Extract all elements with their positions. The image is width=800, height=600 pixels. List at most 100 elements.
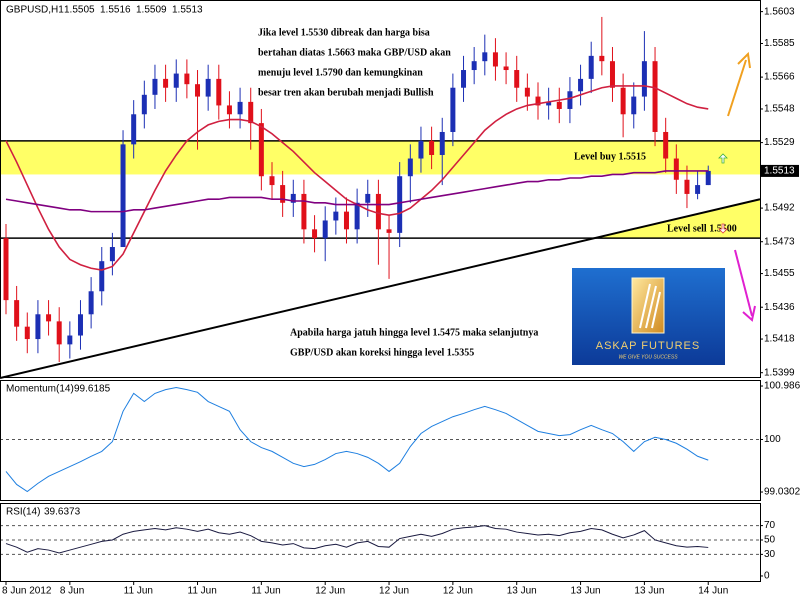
zone — [1, 140, 760, 175]
candle-body — [333, 211, 339, 221]
sell-marker — [718, 223, 728, 234]
candle-body — [471, 61, 477, 71]
forecast-arrows — [718, 51, 756, 322]
annotation: menuju level 1.5790 dan kemungkinan — [258, 67, 423, 78]
logo-name: ASKAP FUTURES — [596, 340, 701, 352]
y-tick-label: 1.5585 — [764, 38, 795, 49]
x-tick-label: 14 Jun — [698, 586, 728, 597]
candle-body — [354, 202, 360, 230]
candle-body — [578, 78, 584, 92]
candle-body — [407, 158, 413, 177]
y-tick-label: 99.0302 — [764, 487, 800, 498]
x-tick-label: 12 Jun — [315, 586, 345, 597]
y-tick-label: 1.5455 — [764, 268, 795, 279]
candle-body — [620, 87, 626, 115]
candle-body — [524, 87, 530, 97]
buy-marker — [718, 153, 728, 164]
logo-tagline: WE GIVE YOU SUCCESS — [618, 354, 678, 360]
y-tick-label: 1.5436 — [764, 302, 795, 313]
trend-line — [0, 198, 761, 379]
candle-body — [226, 105, 232, 115]
y-tick-label: 1.5399 — [764, 367, 795, 378]
up-arrow — [727, 59, 747, 117]
candle-body — [184, 73, 190, 85]
x-tick-label: 13 Jun — [507, 586, 537, 597]
current-price: 1.5513 — [764, 166, 795, 177]
y-tick-label: 1.5566 — [764, 72, 795, 83]
candle-body — [641, 61, 647, 97]
logo: ASKAP FUTURES WE GIVE YOU SUCCESS — [572, 268, 725, 365]
logo-icon-stripes — [639, 283, 661, 329]
candle-body — [3, 238, 9, 301]
candle-body — [237, 101, 243, 115]
candle-body — [695, 185, 701, 194]
candle-body — [99, 261, 105, 292]
candle-body — [205, 78, 211, 97]
indicator-title: Momentum(14) — [6, 384, 74, 395]
indicator-line — [5, 525, 709, 554]
candle-body — [35, 314, 41, 340]
candle-body — [418, 140, 424, 159]
candle-body — [56, 321, 62, 345]
ohlc-value: 1.5513 — [172, 5, 203, 16]
indicator-value: 99.6185 — [74, 384, 111, 395]
indicator-title: RSI(14) — [6, 507, 40, 518]
candle-body — [24, 326, 30, 340]
annotation: Apabila harga jatuh hingga level 1.5475 … — [290, 327, 538, 338]
y-tick-label: 50 — [764, 535, 776, 546]
x-tick-label: 12 Jun — [443, 586, 473, 597]
candle-body — [14, 300, 20, 327]
candle-body — [152, 78, 158, 95]
x-tick-label: 13 Jun — [571, 586, 601, 597]
price-box — [761, 164, 799, 177]
candle-body — [109, 247, 115, 262]
y-tick-label: 0 — [764, 571, 770, 582]
moving-average — [5, 170, 709, 213]
level-label: Level sell 1.5500 — [667, 223, 737, 234]
candle-body — [684, 179, 690, 194]
candle-body — [461, 70, 467, 88]
x-tick-label: 11 Jun — [188, 586, 217, 597]
candle-body — [652, 61, 658, 132]
y-tick-label: 70 — [764, 520, 776, 531]
candle-body — [280, 185, 286, 203]
candle-body — [429, 140, 435, 155]
x-tick-label: 13 Jun — [634, 586, 664, 597]
candle-body — [546, 101, 552, 106]
candle-body — [163, 78, 169, 88]
candle-body — [312, 229, 318, 239]
momentum-panel — [0, 380, 761, 501]
y-tick-label: 1.5548 — [764, 104, 795, 115]
indicator-line — [5, 386, 709, 493]
candle-body — [705, 170, 711, 186]
candle-body — [599, 55, 605, 62]
candle-body — [514, 70, 520, 88]
candle-body — [397, 176, 403, 233]
ohlc-value: 1.5516 — [100, 5, 131, 16]
logo-icon — [631, 277, 665, 334]
up-arrow-head — [737, 51, 751, 69]
y-tick-label: 30 — [764, 549, 776, 560]
symbol: GBPUSD,H1 — [6, 5, 64, 16]
x-tick-label: 11 Jun — [124, 586, 153, 597]
y-tick-label: 1.5603 — [764, 6, 795, 17]
ohlc-value: 1.5509 — [136, 5, 167, 16]
candle-body — [131, 114, 137, 145]
candle-body — [195, 84, 201, 97]
level-label: Level buy 1.5515 — [574, 151, 646, 162]
candle-body — [663, 131, 669, 159]
rsi-panel — [0, 503, 761, 582]
y-tick-label: 1.5492 — [764, 203, 795, 214]
candle-body — [67, 335, 73, 345]
candle-body — [482, 52, 488, 62]
candle-body — [322, 220, 328, 239]
candle-body — [258, 123, 264, 177]
candle-body — [173, 73, 179, 88]
annotation: bertahan diatas 1.5663 maka GBP/USD akan — [258, 47, 451, 58]
y-tick-label: 100.9862 — [764, 381, 800, 392]
annotation: besar tren akan berubah menjadi Bullish — [258, 87, 434, 98]
y-tick-label: 100 — [764, 434, 781, 445]
indicator-value: 39.6373 — [44, 507, 81, 518]
